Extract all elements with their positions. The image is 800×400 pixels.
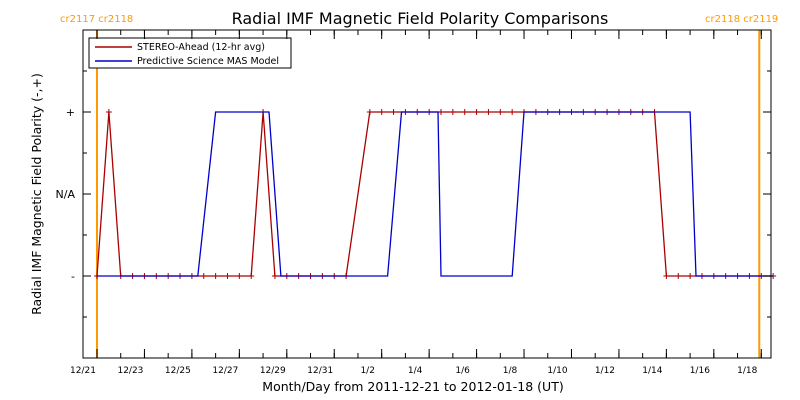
- data-point-0-9: [200, 273, 207, 279]
- x-axis-ticks: 12/21 12/23 12/25 12/27 12/29 12/31 1/2 1/4 1/6 1…: [70, 30, 762, 376]
- carrington-marker-label-right: cr2118 cr2119: [705, 14, 778, 25]
- chart-title: Radial IMF Magnetic Field Polarity Compa…: [232, 9, 609, 28]
- data-point-0-33: [497, 109, 504, 115]
- data-point-0-12: [236, 273, 243, 279]
- data-point-0-22: [366, 109, 373, 115]
- data-point-0-13: [248, 273, 255, 279]
- y-tick-label: N/A: [56, 188, 76, 201]
- x-tick-label: 1/2: [360, 366, 374, 376]
- carrington-marker-label-left: cr2117 cr2118: [60, 14, 133, 25]
- x-axis-label: Month/Day from 2011-12-21 to 2012-01-18 …: [262, 379, 563, 394]
- data-point-0-28: [438, 109, 444, 115]
- legend: STEREO-Ahead (12-hr avg) Predictive Scie…: [88, 37, 292, 69]
- plot-frame: [82, 29, 772, 359]
- x-tick-label: 1/18: [737, 366, 757, 376]
- data-point-0-30: [461, 109, 468, 115]
- x-tick-label: 12/27: [212, 366, 238, 376]
- data-point-0-24: [390, 109, 397, 115]
- data-point-0-1: [105, 109, 112, 115]
- x-tick-label: 12/31: [307, 366, 333, 376]
- data-point-0-29: [449, 109, 456, 115]
- x-tick-label: 12/23: [117, 366, 143, 376]
- y-tick-label: +: [66, 106, 75, 119]
- data-point-0-11: [224, 273, 231, 279]
- data-point-0-10: [212, 273, 219, 279]
- data-point-0-15: [271, 273, 278, 279]
- x-tick-label: 1/16: [690, 366, 710, 376]
- legend-label-stereo: STEREO-Ahead (12-hr avg): [137, 42, 265, 53]
- legend-label-mas: Predictive Science MAS Model: [137, 56, 279, 67]
- data-point-0-48: [675, 273, 682, 279]
- data-point-0-47: [663, 273, 670, 279]
- x-tick-label: 1/12: [595, 366, 615, 376]
- series-line-1: [97, 111, 774, 277]
- x-tick-label: 1/14: [642, 366, 662, 376]
- x-tick-label: 1/6: [455, 366, 470, 376]
- y-axis-label: Radial IMF Magnetic Field Polarity (-,+): [29, 73, 44, 315]
- x-tick-label: 12/25: [165, 366, 191, 376]
- data-point-0-23: [378, 109, 385, 115]
- x-tick-label: 12/21: [70, 366, 96, 376]
- x-tick-label: 12/29: [260, 366, 286, 376]
- y-tick-label: -: [71, 270, 75, 283]
- x-tick-label: 1/8: [503, 366, 518, 376]
- data-point-0-34: [509, 109, 516, 115]
- series-line-0: [96, 111, 774, 277]
- x-tick-label: 1/4: [408, 366, 423, 376]
- x-tick-label: 1/10: [547, 366, 567, 376]
- data-point-0-31: [473, 109, 480, 115]
- legend-box: [88, 37, 292, 69]
- y-axis-ticks: - N/A +: [56, 70, 771, 318]
- data-point-0-32: [485, 109, 492, 115]
- data-point-0-49: [687, 273, 694, 279]
- plot-area: [94, 30, 777, 358]
